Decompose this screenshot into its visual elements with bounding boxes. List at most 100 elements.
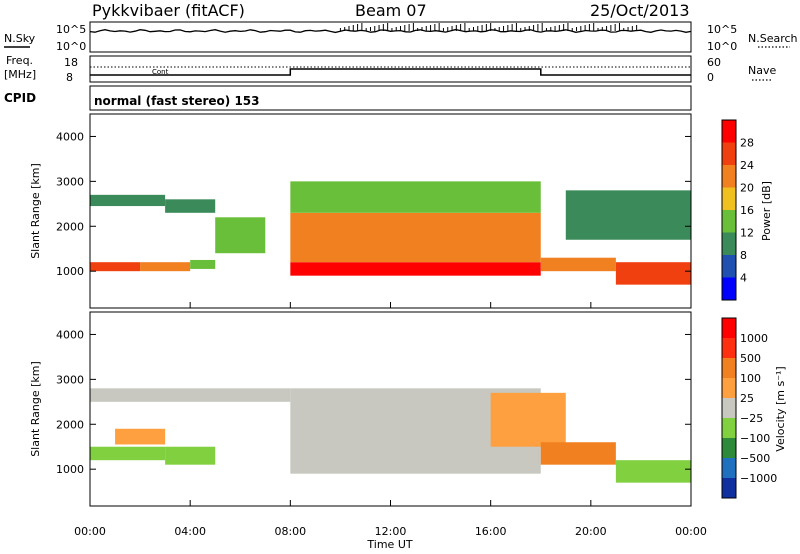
velocity-cell	[615, 460, 691, 483]
power-cell	[390, 181, 541, 213]
freq-inline-label: Cont	[152, 68, 169, 76]
noise-spikes	[89, 23, 638, 50]
time-tick-label: 00:00	[74, 525, 106, 538]
power-colorbar-swatch	[722, 255, 736, 278]
date-title: 25/Oct/2013	[590, 1, 690, 20]
velocity-colorbar-tick-label: 100	[740, 372, 761, 385]
power-colorbar-tick-label: 28	[740, 137, 754, 150]
station-title: Pykkvibaer (fitACF)	[92, 1, 245, 20]
noise-panel	[89, 21, 692, 53]
power-ylabel: Slant Range [km]	[29, 163, 42, 259]
freq-tick-bottom: 8	[66, 71, 73, 84]
velocity-colorbar: 1000 500 100 25 −25 −100 −500 −1000	[721, 317, 777, 499]
velocity-colorbar-swatch	[722, 338, 736, 358]
velocity-colorbar-tick-label: −500	[740, 452, 770, 465]
velocity-colorbar-swatch	[722, 398, 736, 418]
power-heatmap	[90, 181, 691, 285]
nave-tick-top: 60	[707, 56, 721, 69]
cpid-label: CPID	[4, 91, 36, 105]
velocity-colorbar-swatch	[722, 478, 736, 498]
power-cell	[290, 212, 541, 263]
nsearch-label: N.Search	[748, 32, 798, 45]
power-colorbar-tick-label: 24	[740, 159, 754, 172]
power-colorbar-swatch	[722, 210, 736, 233]
power-colorbar-swatch	[722, 187, 736, 210]
velocity-colorbar-tick-label: 1000	[740, 332, 768, 345]
power-colorbar-tick-label: 20	[740, 182, 754, 195]
velocity-cell	[540, 442, 616, 465]
noise-right-bottom: 10^0	[707, 40, 737, 53]
velocity-colorbar-swatch	[722, 418, 736, 438]
velocity-colorbar-swatch	[722, 458, 736, 478]
nave-tick-bottom: 0	[707, 71, 714, 84]
velocity-cell	[490, 392, 566, 447]
noise-right-top: 10^5	[707, 23, 737, 36]
time-axis-label: Time UT	[366, 538, 412, 551]
velocity-colorbar-frame	[721, 317, 737, 499]
power-colorbar-swatch	[722, 232, 736, 255]
time-tick-label: 16:00	[475, 525, 507, 538]
power-yaxis: 4000 3000 2000 1000	[56, 130, 691, 278]
power-cell	[290, 181, 391, 213]
power-colorbar-swatch	[722, 120, 736, 143]
power-cell	[165, 199, 216, 213]
power-colorbar-tick-label: 8	[740, 249, 747, 262]
velocity-colorbar-tick-label: 25	[740, 392, 754, 405]
power-colorbar-swatch	[722, 142, 736, 165]
velocity-y-tick-label: 1000	[56, 463, 84, 476]
velocity-colorbar-tick-label: −1000	[740, 472, 777, 485]
velocity-yaxis: 4000 3000 2000 1000	[56, 328, 691, 476]
nave-label: Nave	[748, 64, 776, 77]
power-colorbar-tick-label: 4	[740, 272, 747, 285]
velocity-cell	[90, 446, 166, 461]
velocity-ylabel: Slant Range [km]	[29, 361, 42, 457]
time-tick-label: 04:00	[174, 525, 206, 538]
velocity-y-tick-label: 4000	[56, 328, 84, 341]
power-colorbar-swatch	[722, 165, 736, 188]
velocity-colorbar-tick-label: −25	[740, 412, 763, 425]
power-colorbar-tick-label: 12	[740, 227, 754, 240]
cpid-panel	[89, 85, 692, 111]
power-cell	[565, 190, 691, 240]
power-y-tick-label: 2000	[56, 220, 84, 233]
power-cell	[540, 257, 616, 272]
power-cell	[90, 194, 166, 207]
velocity-y-tick-label: 2000	[56, 418, 84, 431]
beam-title: Beam 07	[355, 1, 427, 20]
velocity-colorbar-tick-label: 500	[740, 352, 761, 365]
time-tick-label: 08:00	[274, 525, 306, 538]
velocity-colorbar-tick-label: −100	[740, 432, 770, 445]
velocity-y-tick-label: 3000	[56, 373, 84, 386]
noise-left-top: 10^5	[56, 23, 86, 36]
power-y-tick-label: 1000	[56, 265, 84, 278]
power-y-tick-label: 3000	[56, 175, 84, 188]
time-tick-label: 20:00	[575, 525, 607, 538]
frequency-trace	[90, 68, 691, 76]
power-cell	[90, 262, 141, 272]
velocity-colorbar-swatch	[722, 358, 736, 378]
time-axis: 00:00 04:00 08:00 12:00 16:00 20:00 00:00	[74, 302, 707, 538]
power-colorbar: 28 24 20 16 12 8 4	[721, 119, 754, 301]
velocity-heatmap	[90, 388, 691, 483]
power-colorbar-swatch	[722, 277, 736, 300]
freq-label-line1: Freq.	[6, 54, 33, 67]
time-tick-label: 12:00	[375, 525, 407, 538]
power-cell	[290, 262, 541, 276]
time-tick-label: 00:00	[675, 525, 707, 538]
freq-label-line2: [MHz]	[4, 68, 36, 81]
noise-left-bottom: 10^0	[56, 40, 86, 53]
velocity-colorbar-swatch	[722, 378, 736, 398]
noise-trace	[89, 28, 692, 34]
velocity-colorbar-swatch	[722, 438, 736, 458]
velocity-cell	[165, 446, 216, 465]
power-cell	[190, 259, 216, 269]
power-cell	[140, 262, 191, 272]
velocity-cell	[115, 428, 166, 445]
velocity-cell	[90, 388, 291, 402]
nsky-label: N.Sky	[4, 32, 36, 45]
power-colorbar-label: Power [dB]	[760, 181, 773, 241]
power-cell	[215, 217, 266, 254]
power-cell	[615, 262, 691, 285]
cpid-text: normal (fast stereo) 153	[94, 94, 260, 108]
